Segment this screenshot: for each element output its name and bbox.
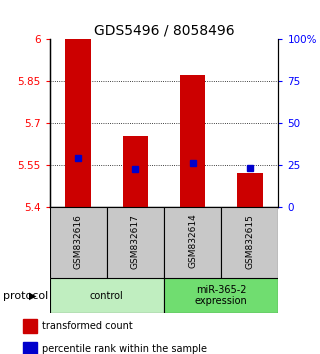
Bar [50, 278, 164, 313]
Bar [164, 278, 278, 313]
Bar [221, 207, 278, 278]
Text: control: control [90, 291, 124, 301]
Text: GSM832614: GSM832614 [188, 214, 197, 268]
Text: GSM832615: GSM832615 [245, 213, 254, 269]
Bar [164, 207, 221, 278]
Bar [23, 342, 37, 354]
Bar [50, 207, 107, 278]
Title: GDS5496 / 8058496: GDS5496 / 8058496 [94, 24, 234, 38]
Text: ▶: ▶ [29, 291, 37, 301]
Text: GSM832617: GSM832617 [131, 213, 140, 269]
Text: percentile rank within the sample: percentile rank within the sample [42, 344, 207, 354]
Text: protocol: protocol [3, 291, 48, 301]
Text: GSM832616: GSM832616 [74, 213, 83, 269]
Bar [237, 173, 263, 207]
Text: miR-365-2
expression: miR-365-2 expression [195, 285, 248, 306]
Bar [180, 75, 205, 207]
Bar [23, 319, 37, 333]
Text: transformed count: transformed count [42, 321, 132, 331]
Bar [107, 207, 164, 278]
Bar [123, 136, 148, 207]
Bar [65, 39, 91, 207]
